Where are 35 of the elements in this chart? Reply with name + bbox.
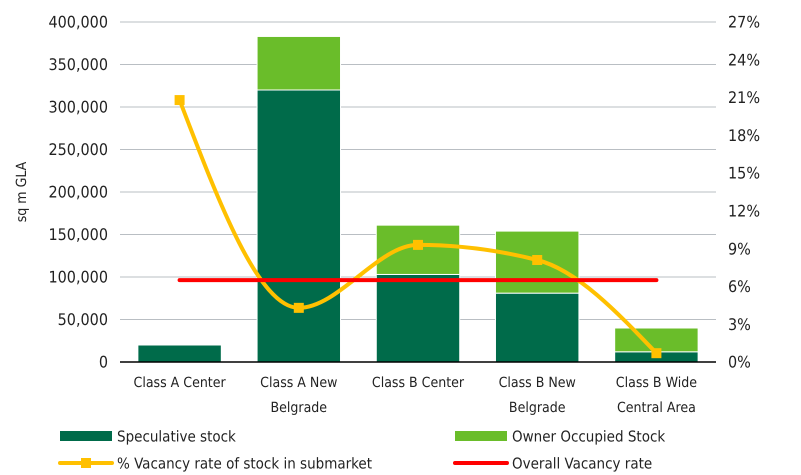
- y-tick-label: 350,000: [48, 55, 108, 74]
- x-tick-label: Class B New Belgrade: [498, 375, 576, 416]
- bar: [137, 344, 222, 362]
- point: [174, 95, 185, 106]
- y2-tick-label: 3%: [728, 314, 751, 334]
- y2-tick-label: 12%: [728, 201, 760, 220]
- y-tick-label: 250,000: [48, 140, 108, 160]
- y-tick-label: 50,000: [58, 310, 108, 330]
- x-tick-label: Class B Wide Central Area: [616, 375, 698, 416]
- y2-tick-label: 6%: [728, 277, 751, 296]
- point: [651, 348, 662, 358]
- x-tick-label: Class B Center: [372, 375, 465, 391]
- y2-tick-label: 15%: [728, 164, 760, 183]
- y2-tick-label: 9%: [728, 239, 751, 258]
- y-tick-label: 100,000: [48, 268, 108, 287]
- legend-label: Owner Occupied Stock: [512, 427, 666, 446]
- y-tick-label: 150,000: [48, 225, 108, 244]
- point: [413, 240, 423, 250]
- y-axis-title: sq m GLA: [14, 161, 30, 222]
- x-tick-label: Class A New Belgrade: [260, 375, 338, 416]
- y-tick-label: 0: [98, 352, 108, 372]
- y-tick-label: 300,000: [48, 98, 108, 117]
- legend-label: % Vacancy rate of stock in submarket: [117, 454, 372, 472]
- y2-tick-label: 21%: [728, 88, 760, 108]
- legend-label: Speculative stock: [117, 427, 236, 446]
- y2-tick-label: 27%: [728, 12, 760, 32]
- legend-label: Overall Vacancy rate: [512, 454, 652, 472]
- y2-tick-label: 24%: [728, 50, 760, 70]
- y2-tick-label: 18%: [728, 126, 760, 145]
- y-tick-label: 200,000: [48, 182, 108, 202]
- x-tick-label: Class A Center: [134, 375, 226, 391]
- point: [294, 302, 304, 313]
- y2-tick-label: 0%: [728, 352, 751, 372]
- point: [532, 255, 542, 265]
- y-tick-label: 400,000: [48, 12, 108, 32]
